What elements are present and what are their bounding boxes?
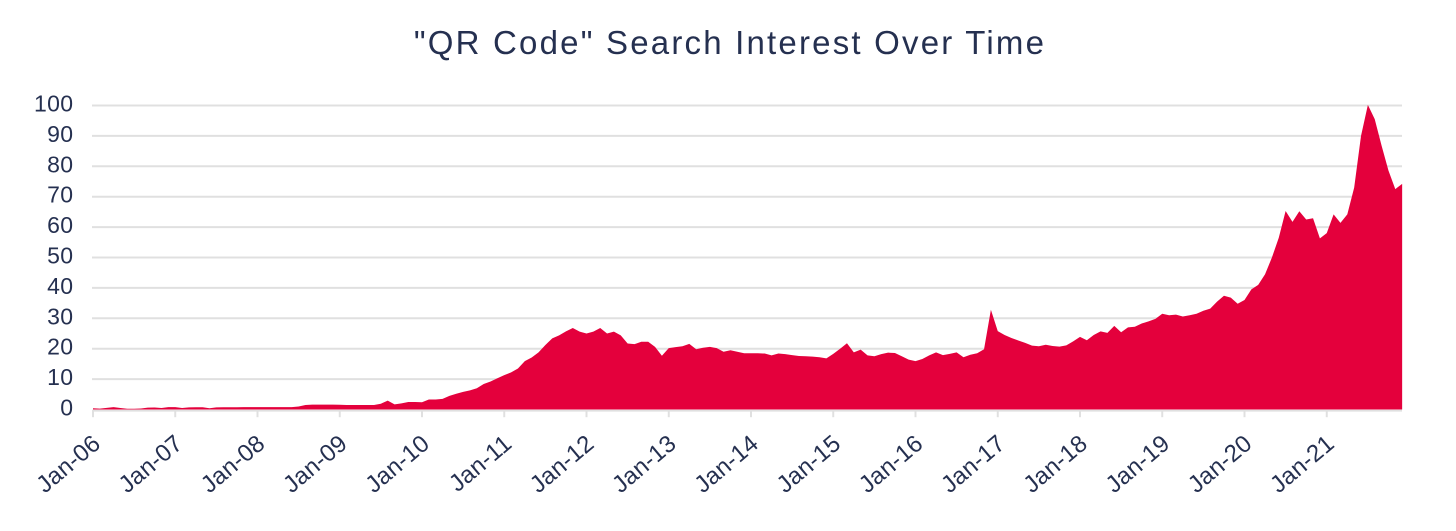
svg-text:50: 50: [47, 243, 73, 269]
svg-text:0: 0: [60, 395, 73, 421]
svg-text:60: 60: [47, 212, 73, 238]
svg-text:90: 90: [47, 121, 73, 147]
svg-text:70: 70: [47, 182, 73, 208]
svg-text:100: 100: [34, 91, 73, 117]
svg-text:30: 30: [47, 303, 73, 329]
svg-text:10: 10: [47, 364, 73, 390]
svg-text:40: 40: [47, 273, 73, 299]
svg-text:20: 20: [47, 334, 73, 360]
svg-text:80: 80: [47, 151, 73, 177]
svg-text:"QR Code" Search Interest Over: "QR Code" Search Interest Over Time: [414, 24, 1046, 61]
